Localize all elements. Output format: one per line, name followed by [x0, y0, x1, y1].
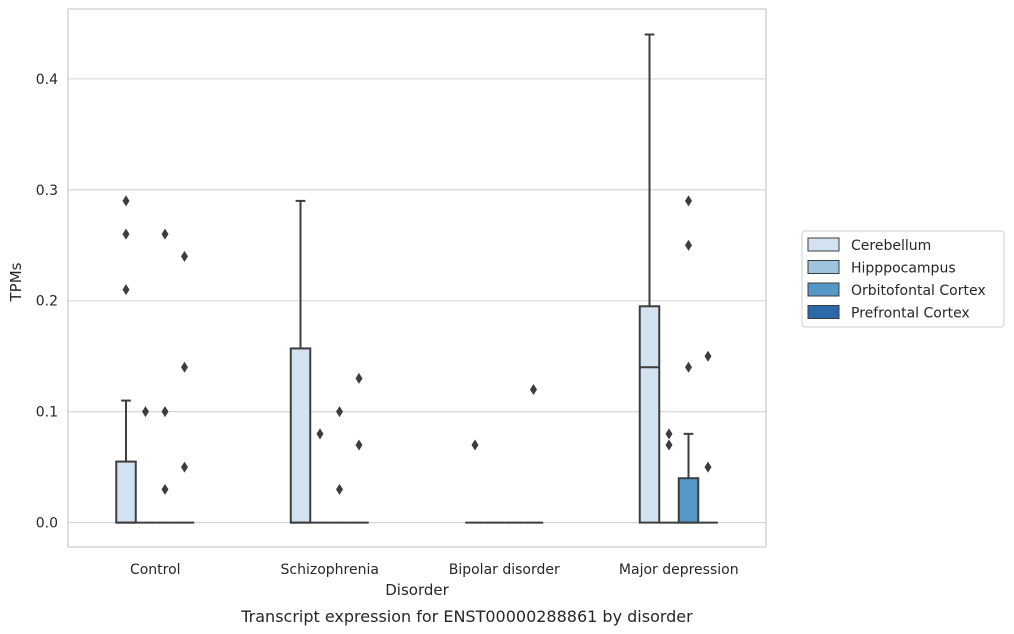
x-axis-label: Disorder	[385, 581, 449, 599]
x-tick-label: Schizophrenia	[281, 562, 379, 578]
outlier-point	[161, 228, 169, 240]
outlier-point	[665, 439, 673, 451]
box	[638, 305, 661, 524]
outlier-point	[181, 361, 188, 373]
box-group	[115, 33, 718, 524]
legend-swatch	[807, 282, 840, 297]
outlier-point	[355, 372, 363, 384]
outlier-point	[122, 195, 130, 207]
x-tick-label: Major depression	[619, 562, 739, 578]
y-tick-label: 0.4	[36, 72, 58, 88]
y-tick-label: 0.0	[36, 516, 58, 532]
outlier-point	[685, 195, 692, 207]
outlier-point	[142, 406, 149, 418]
y-tick-label: 0.1	[36, 405, 58, 421]
gridlines	[68, 78, 766, 524]
outlier-point	[161, 483, 169, 495]
x-tick-labels: Control Schizophrenia Bipolar disorder Majo…	[130, 562, 739, 578]
outlier-point	[685, 239, 692, 251]
x-tick-label: Control	[130, 562, 181, 578]
y-tick-labels: 0.0 0.1 0.2 0.3 0.4	[36, 72, 58, 532]
x-tick-label: Bipolar disorder	[449, 562, 560, 578]
legend-swatch	[807, 305, 840, 319]
y-tick-label: 0.2	[36, 294, 58, 310]
legend-frame	[801, 230, 1005, 328]
outlier-point	[685, 361, 692, 373]
plot-frame	[67, 8, 767, 548]
legend-label: Cerebellum	[851, 238, 931, 254]
outlier-point	[665, 428, 673, 440]
outlier-point	[336, 406, 343, 418]
outlier-point	[471, 439, 479, 451]
outlier-point	[181, 461, 188, 473]
outlier-point	[704, 350, 712, 362]
legend-swatch	[807, 237, 840, 252]
outlier-point	[530, 383, 537, 395]
y-axis-label: TPMs	[7, 262, 25, 302]
legend-swatch	[807, 260, 840, 274]
box	[115, 460, 137, 524]
outlier-point	[704, 461, 712, 473]
box	[677, 477, 700, 524]
chart-caption: Transcript expression for ENST0000028886…	[240, 607, 693, 626]
outlier-point	[161, 406, 169, 418]
legend-label: Hipppocampus	[851, 261, 956, 277]
box	[289, 347, 312, 524]
outlier-point	[316, 428, 324, 440]
legend: Cerebellum Hipppocampus Orbitofontal Corte…	[801, 230, 1005, 328]
y-tick-label: 0.3	[36, 183, 58, 199]
outlier-point	[122, 284, 130, 296]
outlier-point	[355, 439, 363, 451]
legend-label: Prefrontal Cortex	[851, 306, 970, 322]
legend-label: Orbitofontal Cortex	[851, 283, 986, 299]
outlier-point	[122, 228, 130, 240]
outlier-point	[336, 483, 343, 495]
outlier-point	[181, 250, 188, 262]
